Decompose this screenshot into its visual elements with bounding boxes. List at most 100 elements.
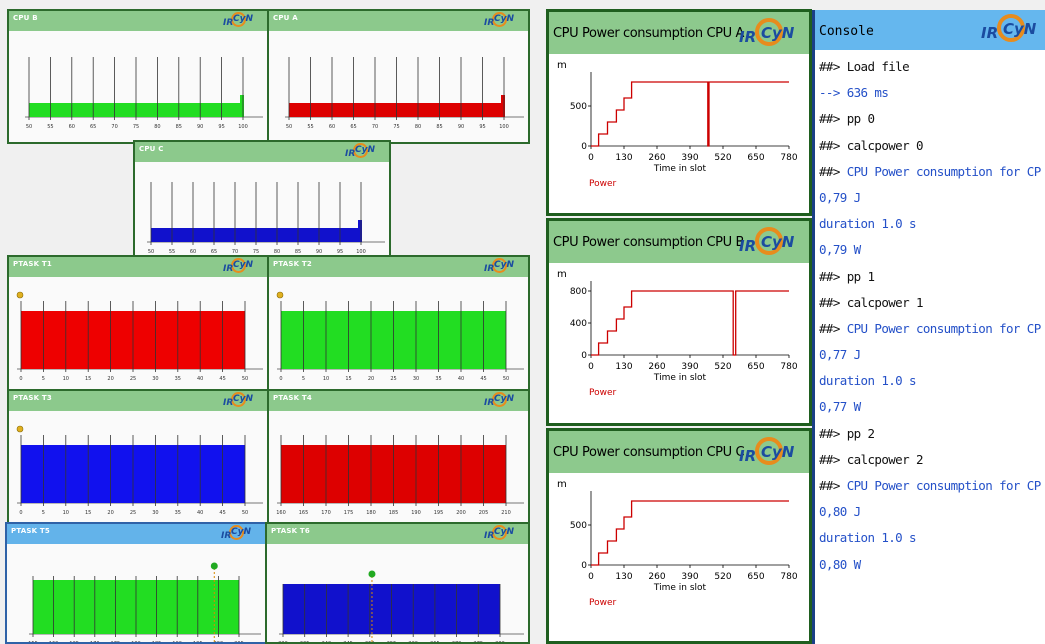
marker-dot-icon — [368, 570, 376, 578]
gauge-tick-label: 10 — [323, 376, 329, 382]
gauge-tick-label: 240 — [322, 641, 332, 642]
gauge-tick-label: 35 — [175, 510, 181, 516]
ircyn-logo: IR CyN — [223, 258, 254, 274]
x-tick-label: 780 — [780, 153, 797, 163]
gauge-tick-label: 30 — [152, 510, 158, 516]
y-tick-label: 800 — [570, 287, 587, 297]
window-titlebar[interactable]: CPU Power consumption CPU A IR CyN — [549, 12, 809, 54]
cpu-a-window[interactable]: CPU A IR CyN 50 55 60 65 70 75 80 85 90 95 100 — [267, 9, 530, 144]
x-tick-label: 130 — [615, 572, 632, 582]
gauge-tick-label: 45 — [480, 376, 486, 382]
window-titlebar[interactable]: CPU Power consumption CPU B IR CyN — [549, 221, 809, 263]
gauge-tick-label: 75 — [393, 124, 399, 130]
window-titlebar[interactable]: CPU C IR CyN — [135, 142, 389, 162]
ptask-t4-window[interactable]: PTASK T4 IR CyN 160 165 170 175 180 185 190 195 200… — [267, 389, 530, 526]
window-title: PTASK T1 — [13, 260, 52, 268]
gauge-tick-label: 50 — [242, 510, 248, 516]
gauge-tick-label: 25 — [130, 510, 136, 516]
gauge-tick-label: 0 — [19, 510, 22, 516]
gauge-tick-label: 30 — [413, 376, 419, 382]
gauge-tick-label: 60 — [69, 124, 75, 130]
gauge-tick-label: 90 — [458, 124, 464, 130]
gauge-tick-label: 270 — [452, 641, 462, 642]
ircyn-logo: IR CyN — [739, 227, 797, 259]
gauge-tick-label: 5 — [302, 376, 305, 382]
gauge-tick-label: 160 — [49, 641, 59, 642]
ptask-t1-window[interactable]: PTASK T1 IR CyN 0 5 10 15 20 25 30 35 40 45 50 — [7, 255, 269, 392]
power-window-cpu-a[interactable]: CPU Power consumption CPU A IR CyN m 0 500 0 13… — [546, 9, 812, 216]
gauge-tick-label: 180 — [131, 641, 141, 642]
window-title: PTASK T6 — [271, 527, 310, 535]
x-tick-label: 520 — [714, 362, 731, 372]
window-titlebar[interactable]: PTASK T3 IR CyN — [9, 391, 267, 411]
console-window[interactable]: Console IR CyN ##> Load file --> 636 ms ##… — [812, 10, 1045, 644]
gauge-chart: 0 5 10 15 20 25 30 35 40 45 50 — [276, 291, 524, 382]
gauge-tick-label: 95 — [218, 124, 224, 130]
window-titlebar[interactable]: PTASK T5 IR CyN — [7, 524, 265, 544]
cpu-b-window[interactable]: CPU B IR CyN 50 55 60 65 70 75 80 85 90 95 100 — [7, 9, 269, 144]
x-tick-label: 650 — [747, 572, 764, 582]
x-tick-label: 650 — [747, 362, 764, 372]
ircyn-logo: IR CyN — [739, 18, 797, 50]
gauge-tick-label: 80 — [415, 124, 421, 130]
ptask-t3-window[interactable]: PTASK T3 IR CyN 0 5 10 15 20 25 30 35 40 45 50 — [7, 389, 269, 526]
x-tick-label: 130 — [615, 362, 632, 372]
gauge-tick-label: 205 — [234, 641, 244, 642]
window-titlebar[interactable]: CPU B IR CyN — [9, 11, 267, 31]
gauge-tick-label: 75 — [253, 249, 259, 255]
window-title: PTASK T5 — [11, 527, 50, 535]
power-chart: m 0 400 800 0 130 260 390 520 650 780 Time in slot P… — [557, 269, 798, 398]
gauge-tick-label: 260 — [408, 641, 418, 642]
window-titlebar[interactable]: CPU Power consumption CPU C IR CyN — [549, 431, 809, 473]
gauge-tick-label: 55 — [47, 124, 53, 130]
ircyn-logo: IR CyN — [223, 12, 254, 28]
power-window-cpu-c[interactable]: CPU Power consumption CPU C IR CyN m 0 500 0 13… — [546, 428, 812, 644]
gauge-tick-label: 60 — [190, 249, 196, 255]
cpu-c-window[interactable]: CPU C IR CyN 50 55 60 65 70 75 80 85 90 95 100 — [133, 140, 391, 270]
gauge-tick-label: 45 — [219, 510, 225, 516]
window-titlebar[interactable]: PTASK T1 IR CyN — [9, 257, 267, 277]
gauge-tick-label: 230 — [278, 641, 288, 642]
console-line: 0,79 J — [819, 189, 861, 205]
gauge-chart: 160 165 170 175 180 185 190 195 200 205 210 — [276, 435, 524, 516]
gauge-tick-label: 250 — [365, 641, 375, 642]
gauge-tick-label: 165 — [299, 510, 309, 516]
window-titlebar[interactable]: PTASK T2 IR CyN — [269, 257, 528, 277]
console-titlebar[interactable]: Console IR CyN — [815, 10, 1045, 50]
power-window-cpu-b[interactable]: CPU Power consumption CPU B IR CyN m 0 400 800… — [546, 218, 812, 426]
x-tick-label: 390 — [681, 153, 698, 163]
gauge-tick-label: 35 — [435, 376, 441, 382]
console-line: --> 636 ms — [819, 85, 889, 101]
power-series-line — [591, 500, 789, 566]
bell-icon — [276, 291, 284, 299]
console-line: 0,77 J — [819, 347, 861, 363]
console-line: ##> CPU Power consumption for CPU B — [819, 320, 1041, 336]
gauge-tick-label: 15 — [345, 376, 351, 382]
y-tick-label: 0 — [581, 561, 587, 571]
x-tick-label: 260 — [648, 362, 665, 372]
gauge-tick-label: 85 — [176, 124, 182, 130]
window-title: CPU B — [13, 14, 38, 22]
x-tick-label: 520 — [714, 153, 731, 163]
ircyn-logo: IR CyN — [484, 525, 515, 541]
gauge-tick-label: 85 — [295, 249, 301, 255]
y-tick-label: 400 — [570, 319, 587, 329]
window-titlebar[interactable]: PTASK T4 IR CyN — [269, 391, 528, 411]
console-output[interactable]: ##> Load file --> 636 ms ##> pp 0 ##> calcp… — [819, 54, 1041, 644]
gauge-tick-label: 50 — [26, 124, 32, 130]
gauge-bar-end — [358, 220, 362, 242]
y-tick-label: 500 — [570, 102, 587, 112]
window-titlebar[interactable]: CPU A IR CyN — [269, 11, 528, 31]
ptask-t2-window[interactable]: PTASK T2 IR CyN 0 5 10 15 20 25 30 35 40 45 50 — [267, 255, 530, 392]
gauge-chart: 50 55 60 65 70 75 80 85 90 95 100 — [147, 182, 385, 255]
window-titlebar[interactable]: PTASK T6 IR CyN — [267, 524, 528, 544]
gauge-chart: 0 5 10 15 20 25 30 35 40 45 50 — [16, 425, 263, 516]
console-line: ##> pp 1 — [819, 268, 875, 284]
power-chart: m 0 500 0 130 260 390 520 650 780 Time in slot Powe… — [557, 60, 798, 189]
x-axis-label: Time in slot — [653, 583, 707, 593]
gauge-tick-label: 70 — [232, 249, 238, 255]
power-series-line — [591, 81, 789, 147]
console-line: 0,77 W — [819, 399, 861, 415]
